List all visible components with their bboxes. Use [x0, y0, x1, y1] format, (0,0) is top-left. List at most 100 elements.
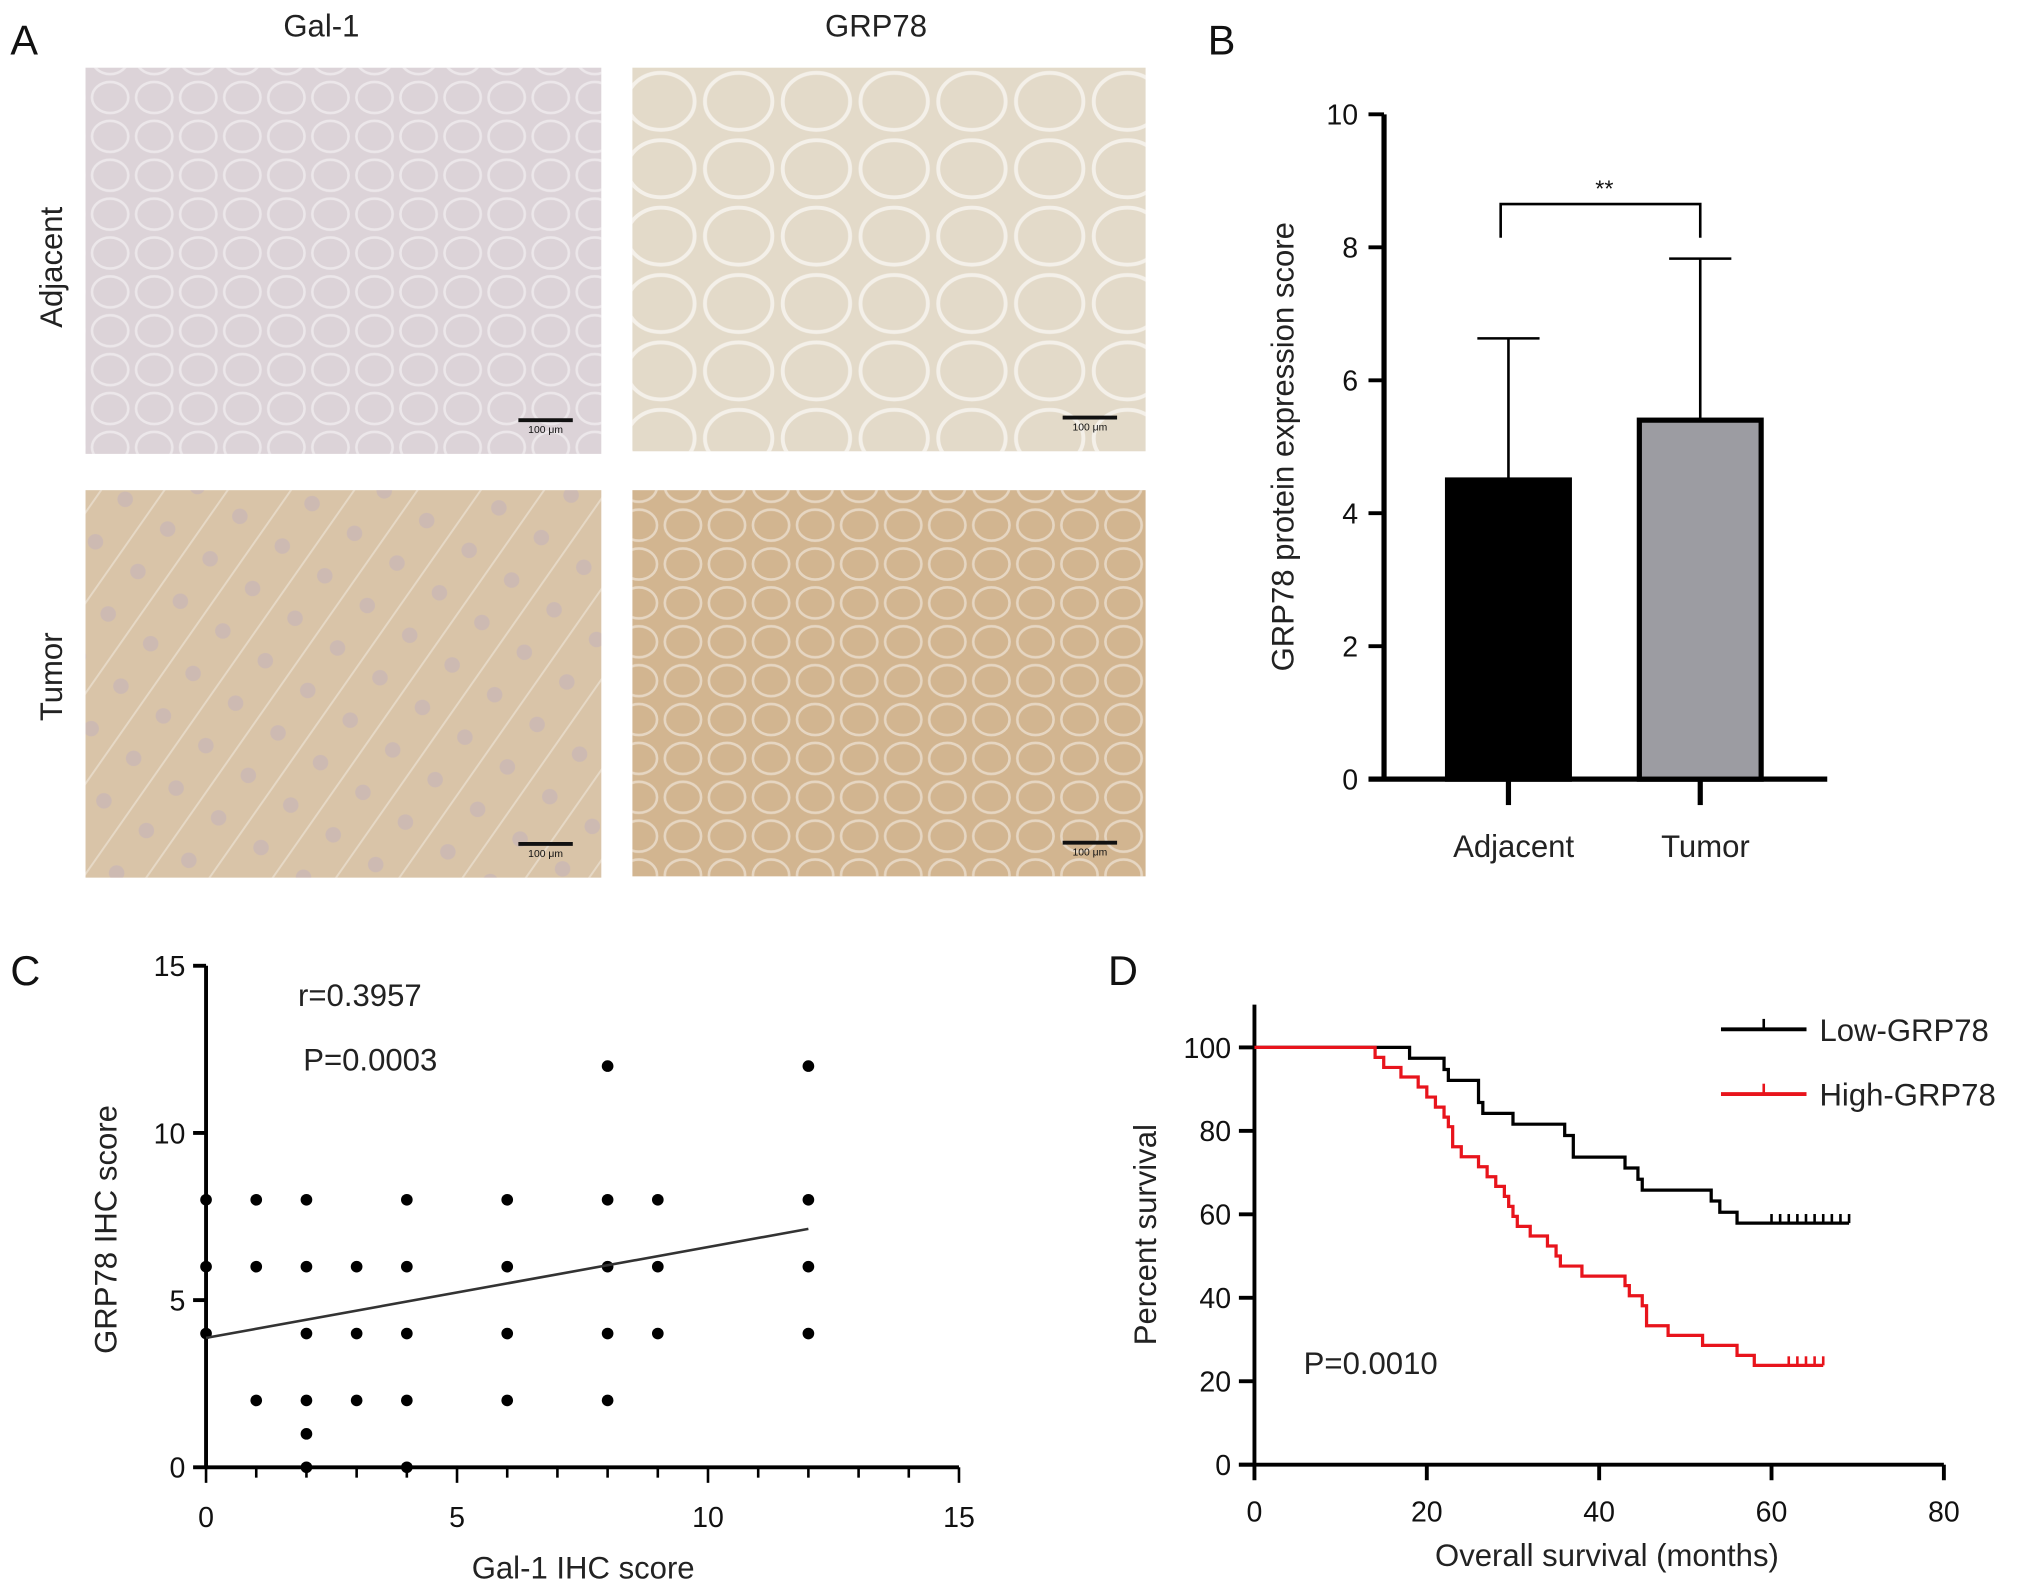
p-value-annotation: P=0.0010	[1304, 1346, 1438, 1381]
row-label-tumor: Tumor	[34, 632, 69, 721]
panel-d-survival-plot: 0 20 40 60 80 100 0 20 40 60 80 Low-GRP78 High-GRP78…	[1128, 1004, 1996, 1573]
panel-letter-d: D	[1108, 947, 1138, 994]
bar-adjacent	[1444, 477, 1572, 782]
data-point	[501, 1327, 514, 1340]
micrograph-tumor-gal1: 100 μm	[85, 490, 602, 878]
significance-label: **	[1595, 175, 1613, 201]
scale-bar-label: 100 μm	[1072, 423, 1107, 434]
data-point	[200, 1193, 212, 1206]
data-point	[651, 1193, 664, 1206]
regression-line	[205, 1227, 809, 1340]
scale-bar-label: 100 μm	[1072, 848, 1107, 859]
data-point	[501, 1394, 514, 1407]
y-tick-label: 0	[1342, 765, 1358, 797]
scale-bar-label: 100 μm	[528, 849, 563, 860]
data-point	[651, 1260, 664, 1273]
data-point	[401, 1327, 413, 1340]
y-axis-label: GRP78 IHC score	[89, 1105, 124, 1354]
x-tick-label: 10	[692, 1502, 724, 1534]
correlation-annotation: r=0.3957	[298, 978, 422, 1013]
data-point	[501, 1193, 514, 1206]
data-point	[300, 1193, 313, 1206]
y-tick-label: 10	[154, 1118, 186, 1150]
data-point	[401, 1394, 413, 1407]
x-tick-label: 40	[1583, 1497, 1615, 1529]
y-tick-label: 60	[1199, 1200, 1231, 1232]
data-point	[300, 1461, 313, 1474]
data-point	[350, 1394, 363, 1407]
x-tick-label: 80	[1928, 1497, 1960, 1529]
micrograph-adjacent-gal1: 100 μm	[85, 67, 602, 454]
data-point	[250, 1394, 263, 1407]
tissue-texture	[85, 67, 602, 454]
panel-letter-a: A	[10, 17, 38, 64]
column-label-grp78: GRP78	[825, 9, 927, 44]
row-label-adjacent: Adjacent	[34, 206, 69, 327]
data-point	[401, 1461, 413, 1474]
data-point	[802, 1060, 815, 1072]
y-tick-label: 0	[1215, 1450, 1231, 1482]
data-point	[601, 1327, 614, 1340]
data-point	[651, 1327, 664, 1340]
bar-tumor	[1636, 417, 1764, 782]
panel-c-scatter-plot: 0 5 10 15 0 5 10 15 r=0.3957 P=0.0003 Gal-1 IHC sc…	[89, 951, 975, 1586]
y-tick-label: 8	[1342, 233, 1358, 265]
x-tick-label: Adjacent	[1453, 829, 1574, 864]
x-tick-label: 5	[449, 1502, 465, 1534]
y-tick-label: 100	[1184, 1033, 1232, 1065]
y-tick-label: 10	[1326, 100, 1358, 132]
y-tick-label: 4	[1342, 499, 1358, 531]
data-point	[802, 1260, 815, 1273]
x-tick-label: 60	[1756, 1497, 1788, 1529]
data-point	[250, 1260, 263, 1273]
data-point	[802, 1327, 815, 1340]
data-point	[401, 1193, 413, 1206]
data-point	[300, 1428, 313, 1440]
y-axis-label: Percent survival	[1128, 1124, 1163, 1345]
p-value-annotation: P=0.0003	[303, 1043, 437, 1078]
panel-a-micrographs: Gal-1 GRP78 Adjacent Tumor 100 μm 100 μm 1…	[34, 9, 1146, 878]
scale-bar-label: 100 μm	[528, 425, 563, 436]
tissue-texture	[632, 490, 1146, 877]
data-point	[300, 1260, 313, 1273]
x-tick-label: 0	[1247, 1497, 1263, 1529]
data-point	[300, 1327, 313, 1340]
data-point	[401, 1260, 413, 1273]
data-point	[350, 1327, 363, 1340]
x-tick-label: 15	[943, 1502, 975, 1534]
y-tick-label: 0	[169, 1453, 185, 1485]
panel-letter-b: B	[1208, 17, 1236, 64]
x-tick-label: Tumor	[1661, 829, 1750, 864]
tissue-texture	[632, 67, 1146, 452]
data-point	[601, 1394, 614, 1407]
column-label-gal1: Gal-1	[283, 9, 359, 44]
data-point	[250, 1193, 263, 1206]
data-point	[802, 1193, 815, 1206]
panel-letter-c: C	[10, 947, 40, 994]
panel-b-bar-chart: 0 2 4 6 8 10 Adjacent Tumor ** GRP78 protein expr…	[1265, 100, 1828, 864]
legend-label: High-GRP78	[1819, 1078, 1995, 1113]
x-axis-label: Overall survival (months)	[1435, 1538, 1779, 1573]
legend-label: Low-GRP78	[1819, 1013, 1988, 1048]
tissue-texture	[85, 490, 602, 878]
micrograph-adjacent-grp78: 100 μm	[632, 67, 1146, 452]
micrograph-tumor-grp78: 100 μm	[632, 490, 1146, 877]
survival-curve-low-grp78	[1254, 1045, 1850, 1225]
y-tick-label: 15	[154, 951, 186, 983]
data-point	[300, 1394, 313, 1407]
data-point	[200, 1260, 212, 1273]
y-tick-label: 40	[1199, 1283, 1231, 1315]
survival-curve-high-grp78	[1254, 1045, 1824, 1367]
x-tick-label: 0	[198, 1502, 214, 1534]
y-tick-label: 6	[1342, 366, 1358, 398]
data-point	[350, 1260, 363, 1273]
x-axis-label: Gal-1 IHC score	[472, 1551, 695, 1586]
y-tick-label: 5	[169, 1285, 185, 1317]
significance-bracket	[1499, 202, 1702, 238]
data-point	[601, 1193, 614, 1206]
data-point	[501, 1260, 514, 1273]
data-point	[601, 1060, 614, 1072]
y-tick-label: 80	[1199, 1116, 1231, 1148]
y-axis-label: GRP78 protein expression score	[1265, 222, 1300, 671]
